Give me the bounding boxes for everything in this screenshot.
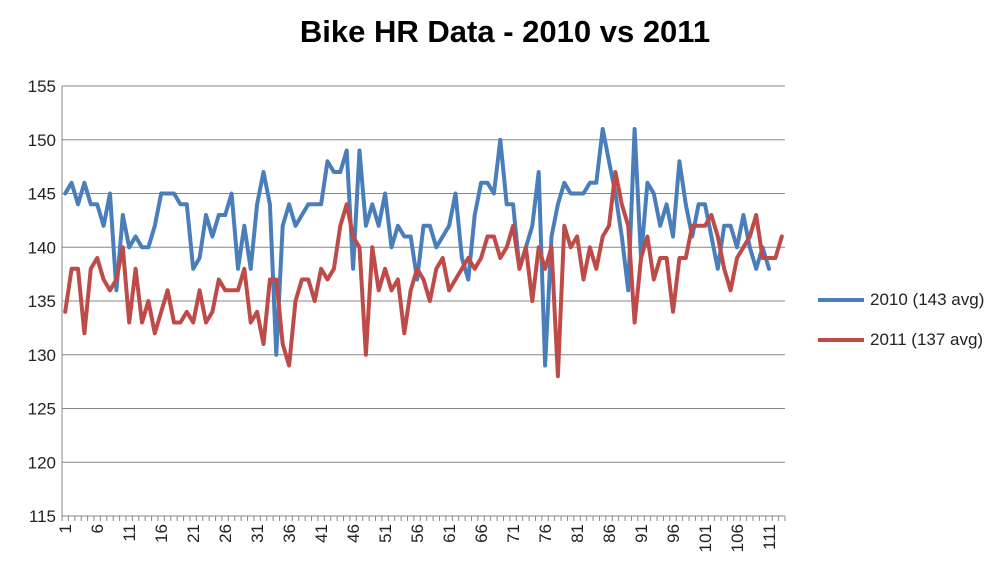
- x-tick-label-91: 91: [632, 524, 651, 543]
- legend-entry-2010: 2010 (143 avg): [818, 290, 984, 310]
- x-tick-label-6: 6: [88, 524, 107, 533]
- x-tick-label-11: 11: [120, 524, 139, 542]
- y-tick-label-155: 155: [28, 77, 56, 96]
- x-tick-label-31: 31: [248, 524, 267, 543]
- legend-swatch-2011: [818, 338, 864, 342]
- x-tick-label-86: 86: [600, 524, 619, 543]
- x-tick-label-56: 56: [408, 524, 427, 543]
- gridlines: [62, 85, 785, 463]
- x-tick-label-106: 106: [728, 524, 747, 552]
- x-tick-label-1: 1: [56, 524, 75, 533]
- series-line-2010: [63, 127, 771, 368]
- x-tick-label-41: 41: [312, 524, 331, 543]
- legend-entry-2011: 2011 (137 avg): [818, 330, 983, 350]
- y-tick-label-130: 130: [28, 346, 56, 365]
- x-tick-label-111: 111: [760, 524, 779, 550]
- series-line-2011: [63, 170, 784, 379]
- legend-label-2011: 2011 (137 avg): [870, 330, 984, 349]
- x-tick-label-16: 16: [152, 524, 171, 543]
- x-tick-label-101: 101: [696, 524, 715, 552]
- x-tick-label-96: 96: [664, 524, 683, 543]
- y-tick-label-120: 120: [28, 453, 56, 472]
- x-tick-label-76: 76: [536, 524, 555, 543]
- legend-label-2010: 2010 (143 avg): [870, 290, 985, 309]
- x-tick-label-36: 36: [280, 524, 299, 543]
- y-tick-label-145: 145: [28, 185, 56, 204]
- y-tick-label-140: 140: [28, 238, 56, 257]
- x-tick-label-46: 46: [344, 524, 363, 543]
- legend-swatch-2010: [818, 298, 864, 302]
- y-tick-label-135: 135: [28, 292, 56, 311]
- y-tick-label-115: 115: [29, 507, 56, 526]
- x-tick-label-81: 81: [568, 524, 587, 543]
- x-tick-label-61: 61: [440, 524, 459, 543]
- chart-title: Bike HR Data - 2010 vs 2011: [299, 14, 711, 49]
- x-tick-label-51: 51: [376, 524, 395, 543]
- x-tick-label-26: 26: [216, 524, 235, 543]
- y-tick-label-125: 125: [28, 400, 56, 419]
- series-lines: [63, 127, 784, 379]
- y-tick-label-150: 150: [28, 131, 56, 150]
- x-tick-label-66: 66: [472, 524, 491, 543]
- x-tick-label-71: 71: [504, 524, 523, 543]
- x-tick-label-21: 21: [184, 524, 203, 543]
